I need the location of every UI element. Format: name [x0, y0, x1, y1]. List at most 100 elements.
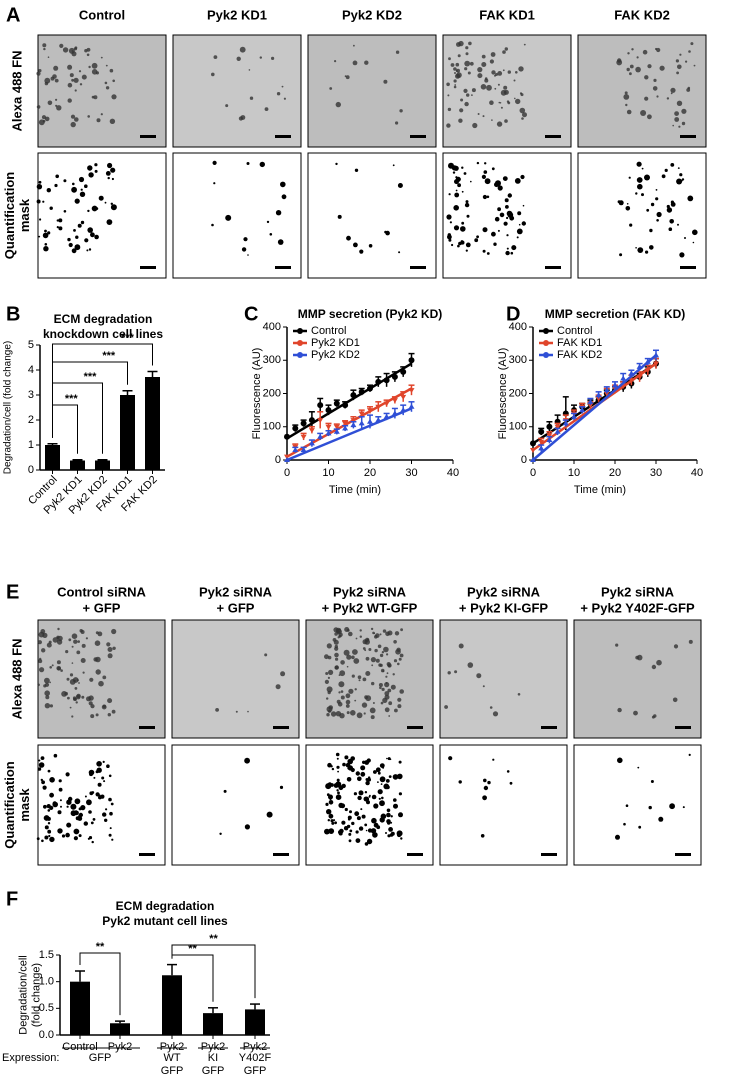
degradation-spot	[59, 43, 64, 49]
degradation-spot	[74, 117, 79, 122]
degradation-spot	[688, 639, 693, 644]
degradation-spot	[454, 72, 456, 74]
degradation-spot	[109, 118, 116, 125]
degradation-spot	[47, 100, 53, 106]
degradation-spot	[340, 695, 345, 700]
data-point	[595, 396, 602, 402]
panel-label: C	[244, 303, 258, 325]
mask-spot	[625, 804, 629, 807]
significance-bracket	[171, 944, 256, 999]
degradation-spot	[65, 650, 69, 654]
panel-label: D	[506, 303, 520, 325]
x-tick-label: 20	[609, 467, 621, 479]
x-tick-label: Pyk2	[160, 1041, 184, 1053]
mask-spot	[506, 216, 509, 220]
degradation-spot	[675, 59, 680, 63]
mask-spot	[384, 230, 387, 234]
row-label: mask	[17, 198, 32, 232]
degradation-spot	[629, 72, 632, 76]
degradation-spot	[464, 67, 468, 71]
degradation-spot	[384, 691, 390, 696]
mask-spot	[628, 176, 631, 179]
panel-label: A	[6, 4, 20, 26]
mask-spot	[499, 212, 505, 218]
degradation-spot	[91, 95, 95, 99]
degradation-spot	[71, 645, 74, 648]
degradation-spot	[101, 704, 107, 710]
degradation-spot	[264, 653, 268, 657]
chart-title: knockdown cell lines	[43, 327, 163, 341]
mask-spot	[368, 244, 373, 248]
mask-spot	[330, 819, 334, 823]
degradation-spot	[497, 83, 500, 86]
degradation-spot	[384, 694, 390, 700]
degradation-spot	[446, 82, 450, 87]
mask-spot	[635, 192, 638, 195]
degradation-spot	[68, 638, 72, 642]
degradation-spot	[79, 83, 83, 86]
mask-spot	[386, 808, 391, 813]
mask-spot	[324, 828, 330, 835]
degradation-spot	[247, 710, 249, 713]
data-point	[383, 377, 390, 384]
y-tick-label: 0	[275, 454, 281, 466]
degradation-spot	[688, 50, 691, 53]
scale-bar	[273, 853, 289, 856]
mask-spot	[73, 229, 76, 232]
mask-spot	[400, 837, 403, 840]
degradation-spot	[112, 79, 115, 83]
mask-spot	[451, 165, 458, 171]
degradation-spot	[45, 695, 50, 700]
data-point	[653, 361, 659, 367]
degradation-spot	[481, 62, 487, 67]
degradation-spot	[69, 73, 74, 78]
mask-spot	[457, 244, 460, 248]
degradation-spot	[521, 117, 524, 120]
degradation-spot	[517, 693, 521, 696]
degradation-spot	[67, 696, 70, 700]
mask-spot	[335, 781, 342, 788]
mask-spot	[259, 161, 265, 168]
mask-spot	[385, 779, 390, 783]
mask-spot	[346, 824, 351, 829]
degradation-spot	[355, 637, 358, 640]
degradation-spot	[107, 647, 113, 652]
mask-spot	[63, 210, 67, 213]
degradation-spot	[370, 627, 374, 631]
degradation-spot	[80, 658, 86, 663]
degradation-spot	[476, 673, 482, 679]
mask-spot	[63, 179, 67, 183]
y-axis-label: (fold change)	[30, 963, 42, 1027]
mask-spot	[354, 168, 359, 172]
degradation-spot	[491, 70, 496, 75]
degradation-spot	[336, 699, 341, 704]
data-point	[342, 425, 349, 431]
mask-spot	[275, 210, 282, 216]
mask-spot	[398, 251, 401, 254]
mask-spot	[619, 253, 623, 257]
degradation-spot	[361, 702, 368, 708]
mask-spot	[371, 817, 377, 824]
degradation-spot	[397, 662, 400, 666]
mask-spot	[38, 762, 45, 768]
degradation-spot	[42, 119, 46, 123]
degradation-spot	[385, 682, 388, 684]
mask-spot	[92, 818, 96, 821]
mask-spot	[74, 810, 79, 816]
mask-image	[172, 152, 302, 279]
scale-bar	[407, 853, 423, 856]
mask-spot	[78, 812, 84, 818]
data-point	[300, 434, 307, 440]
degradation-spot	[463, 88, 468, 93]
mask-spot	[40, 778, 43, 782]
degradation-spot	[635, 655, 640, 660]
degradation-spot	[215, 708, 220, 712]
y-tick-label: 0	[28, 464, 34, 476]
mask-spot	[107, 162, 113, 169]
x-tick-label: 20	[364, 467, 376, 479]
fit-line	[532, 354, 657, 461]
data-point	[400, 368, 407, 375]
mask-spot	[363, 796, 369, 802]
degradation-spot	[67, 98, 72, 103]
data-point	[546, 433, 553, 439]
